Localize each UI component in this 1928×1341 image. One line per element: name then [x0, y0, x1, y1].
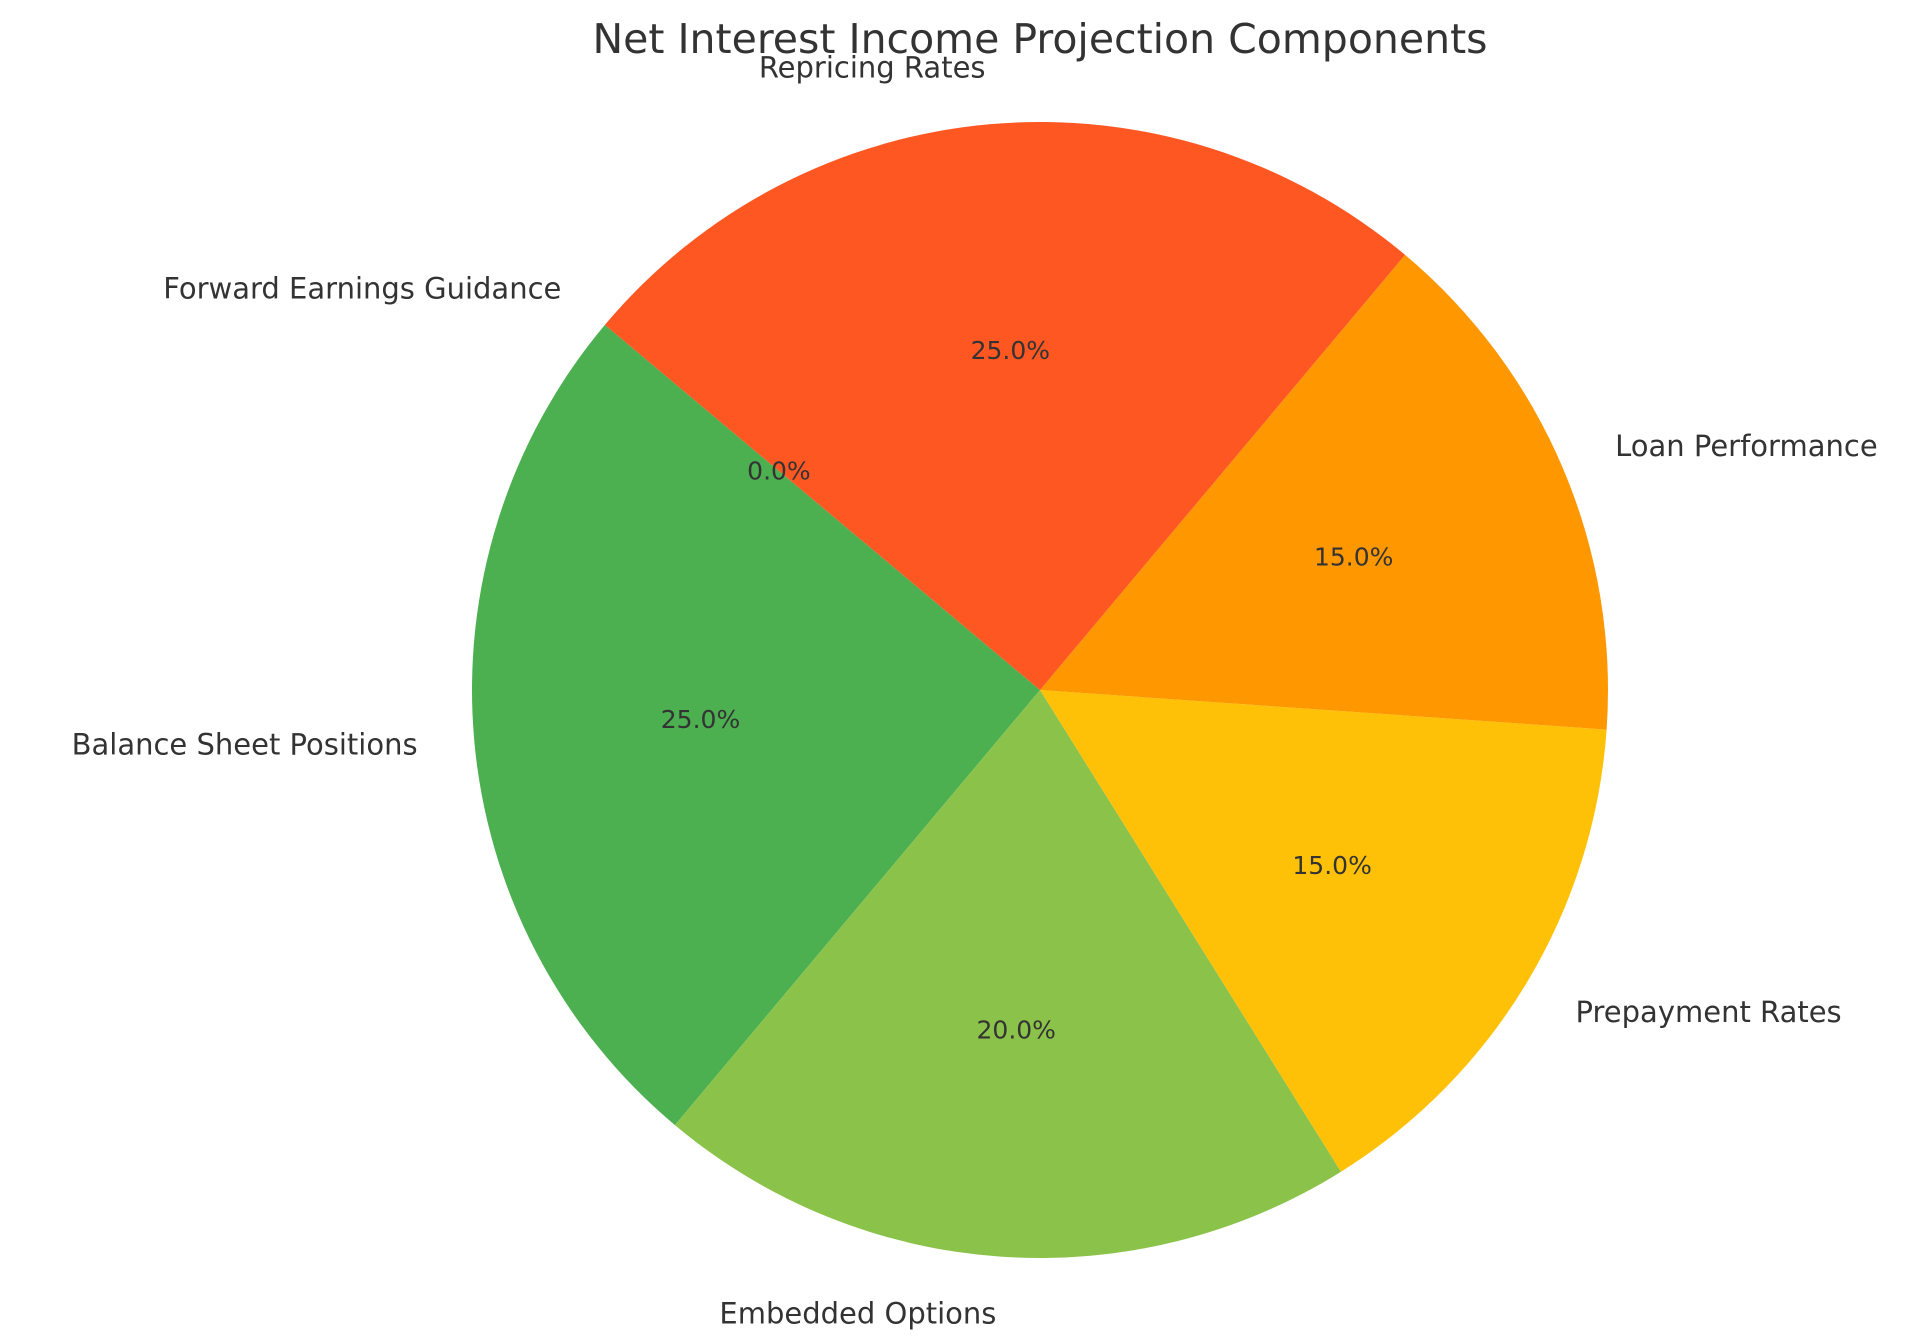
slice-label-loan-performance: Loan Performance [1615, 429, 1878, 463]
slice-label-embedded-options: Embedded Options [719, 1296, 996, 1330]
pie-slice-embedded-options [674, 690, 1341, 1258]
percent-label-prepayment-rates: 15.0% [1292, 851, 1371, 880]
percent-label-embedded-options: 20.0% [977, 1015, 1056, 1044]
pie-slices [472, 121, 1608, 1258]
percent-label-forward-earnings-guidance: 0.0% [747, 456, 811, 485]
slice-label-balance-sheet-positions: Balance Sheet Positions [72, 727, 418, 761]
percent-label-balance-sheet-positions: 25.0% [661, 705, 740, 734]
pie-slice-loan-performance [1040, 254, 1608, 730]
slice-label-repricing-rates: Repricing Rates [759, 51, 986, 85]
pie-slice-prepayment-rates [1040, 690, 1607, 1172]
slice-labels: Forward Earnings Guidance Balance Sheet P… [72, 51, 1878, 1331]
chart-title: Net Interest Income Projection Component… [592, 15, 1487, 63]
slice-label-forward-earnings-guidance: Forward Earnings Guidance [163, 271, 561, 305]
pie-slice-repricing-rates [604, 121, 1406, 690]
percent-labels: 0.0% 25.0% 20.0% 15.0% 15.0% 25.0% [661, 336, 1394, 1044]
pie-slice-balance-sheet-positions [472, 324, 1040, 1126]
slice-label-prepayment-rates: Prepayment Rates [1576, 995, 1842, 1029]
percent-label-repricing-rates: 25.0% [971, 336, 1050, 365]
percent-label-loan-performance: 15.0% [1314, 542, 1393, 571]
